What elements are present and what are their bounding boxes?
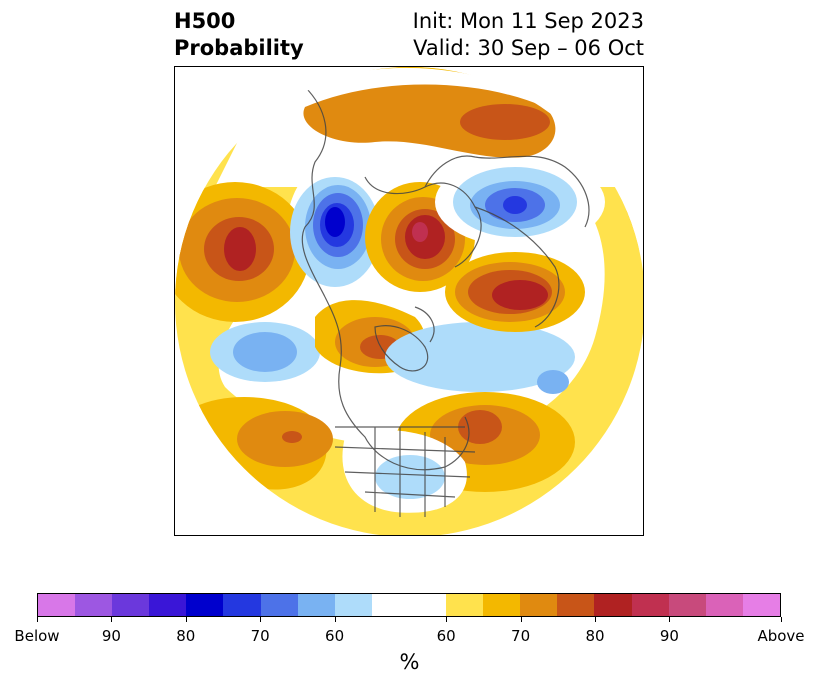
colorbar-tick-label: Below [14,627,60,645]
colorbar-segment [705,594,743,616]
colorbar [37,593,781,617]
colorbar-segment [334,594,372,616]
coastlines [301,86,590,517]
colorbar-segment [38,594,76,616]
colorbar-segment [483,594,521,616]
pacific-above-red [224,227,256,271]
colorbar-segment [223,594,261,616]
valid-date: Valid: 30 Sep – 06 Oct [413,36,644,60]
colorbar-tick-mark [520,617,522,622]
colorbar-tick-label: 90 [659,627,679,645]
siberia-below-dark [503,196,527,214]
map-canvas [175,67,643,535]
colorbar-segment [297,594,335,616]
colorbar-tick-label: 60 [325,627,345,645]
colorbar-segment [631,594,669,616]
colorbar-segment [75,594,113,616]
colorbar-segment [371,594,409,616]
colorbar-segment [557,594,595,616]
colorbar-tick-mark [185,617,187,622]
colorbar-segment [446,594,484,616]
colorbar-tick-label: 80 [176,627,196,645]
colorbar-tick-mark [334,617,336,622]
colorbar-tick-mark [260,617,262,622]
chart-title: H500 Probability [174,8,304,62]
russia-above-red [492,280,548,310]
colorbar-tick-label: 70 [511,627,531,645]
arctic-below-light [385,322,575,392]
colorbar-tick-label: 90 [101,627,121,645]
colorbar-tick-mark [595,617,596,622]
colorbar-tick-mark [781,617,782,622]
title-line-1: H500 [174,9,236,33]
colorbar-tick-mark [669,617,671,622]
scandinavia-above-core [412,222,428,242]
colorbar-segment [594,594,632,616]
bering-below-blue [233,332,297,372]
title-line-2: Probability [174,36,304,60]
colorbar-segment [186,594,224,616]
colorbar-segment [668,594,706,616]
us-below-light [375,455,445,499]
colorbar-segment [408,594,447,616]
colorbar-tick-label: 60 [436,627,456,645]
init-date: Init: Mon 11 Sep 2023 [412,9,644,33]
colorbar-tick-mark [37,617,38,622]
colorbar-tick-label: 80 [585,627,605,645]
colorbar-tick-label: Above [757,627,805,645]
colorbar-unit-label: % [399,650,420,674]
arctic-top-rust [460,104,550,140]
forecast-dates: Init: Mon 11 Sep 2023 Valid: 30 Sep – 06… [413,8,644,62]
colorbar-segment [112,594,150,616]
europe-below-core [325,207,345,237]
probability-map [174,66,644,536]
colorbar-segment [149,594,187,616]
colorbar-segment [520,594,558,616]
colorbar-tick-label: 70 [250,627,270,645]
colorbar-segment [260,594,298,616]
colorbar-tick-mark [446,617,448,622]
probability-field [175,67,643,535]
colorbar-tick-mark [111,617,113,622]
arctic-below-blue [537,370,569,394]
arctic-top-above [303,84,556,158]
colorbar-segment [742,594,780,616]
lower-left-rust [282,431,302,443]
